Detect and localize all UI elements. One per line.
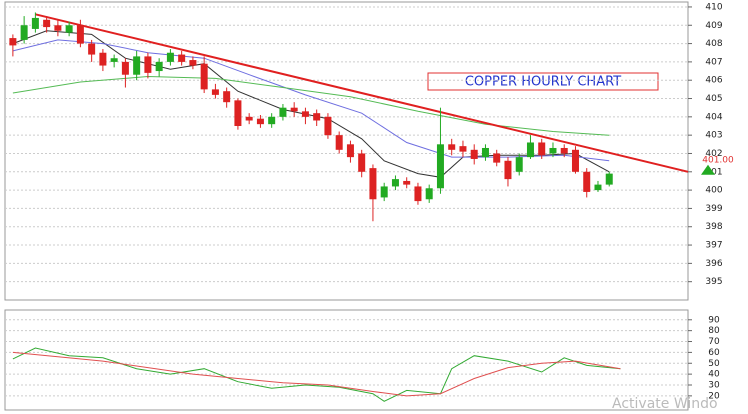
candle-body bbox=[324, 116, 332, 136]
candle-body bbox=[200, 63, 208, 90]
candle-body bbox=[436, 144, 444, 189]
y-tick-label: 403 bbox=[705, 131, 722, 141]
candle-body bbox=[538, 142, 546, 156]
candle-body bbox=[414, 186, 422, 202]
candle-body bbox=[594, 184, 602, 191]
y-tick-label: 30 bbox=[708, 381, 720, 391]
candle-body bbox=[144, 56, 152, 73]
candle-body bbox=[43, 19, 51, 28]
candle-body bbox=[369, 168, 377, 200]
candle-body bbox=[99, 52, 107, 66]
y-tick-label: 407 bbox=[705, 57, 722, 67]
candle-body bbox=[290, 107, 298, 112]
candle-body bbox=[391, 179, 399, 187]
candle-body bbox=[335, 135, 343, 150]
line bbox=[12, 39, 610, 162]
candle-body bbox=[279, 107, 287, 117]
watermark: Activate Windo bbox=[612, 396, 718, 412]
candle-body bbox=[549, 147, 557, 154]
y-tick-label: 395 bbox=[705, 277, 722, 287]
y-tick-label: 400 bbox=[705, 186, 722, 196]
y-tick-label: 80 bbox=[708, 326, 720, 336]
candle-body bbox=[583, 171, 591, 192]
candle-body bbox=[133, 56, 141, 75]
candle-body bbox=[223, 91, 231, 103]
line bbox=[35, 13, 689, 173]
annotation: COPPER HOURLY CHART bbox=[465, 75, 621, 90]
annotation-box bbox=[427, 72, 659, 91]
candle-body bbox=[526, 142, 534, 158]
candle-body bbox=[571, 149, 579, 172]
candle-body bbox=[189, 60, 197, 66]
candle-body bbox=[403, 180, 411, 185]
candle-body bbox=[380, 186, 388, 198]
candle-body bbox=[110, 58, 118, 62]
candle-body bbox=[178, 54, 186, 62]
y-tick-label: 70 bbox=[708, 337, 720, 347]
candle-body bbox=[470, 149, 478, 159]
price-panel bbox=[4, 1, 689, 301]
line bbox=[12, 30, 610, 178]
candle-body bbox=[313, 113, 321, 121]
y-tick-label: 404 bbox=[705, 112, 722, 122]
candle-body bbox=[20, 25, 28, 40]
y-tick-label: 406 bbox=[705, 76, 722, 86]
line bbox=[12, 351, 621, 397]
last-price-marker bbox=[701, 164, 715, 175]
y-tick-label: 398 bbox=[705, 222, 722, 232]
candle-body bbox=[425, 188, 433, 200]
y-tick-label: 409 bbox=[705, 21, 722, 31]
candle-body bbox=[301, 111, 309, 117]
candle-body bbox=[504, 160, 512, 180]
candle-body bbox=[31, 17, 39, 29]
last-price-label: 401.00 bbox=[702, 155, 734, 165]
candle-body bbox=[54, 25, 62, 31]
y-tick-label: 405 bbox=[705, 94, 722, 104]
y-tick-label: 402 bbox=[705, 149, 722, 159]
y-tick-label: 396 bbox=[705, 259, 722, 269]
candle-body bbox=[459, 146, 467, 152]
y-tick-label: 50 bbox=[708, 359, 720, 369]
y-tick-label: 20 bbox=[708, 391, 720, 401]
candle-body bbox=[448, 144, 456, 150]
y-tick-label: 397 bbox=[705, 241, 722, 251]
candle-body bbox=[155, 61, 163, 72]
candle-body bbox=[515, 157, 523, 172]
candle-body bbox=[166, 52, 174, 62]
candle-body bbox=[245, 116, 253, 121]
y-tick-label: 60 bbox=[708, 348, 720, 358]
y-tick-label: 408 bbox=[705, 39, 722, 49]
candle-body bbox=[88, 43, 96, 55]
candle-body bbox=[121, 61, 129, 75]
candle-body bbox=[211, 89, 219, 95]
candle-body bbox=[65, 25, 73, 33]
y-tick-label: 410 bbox=[705, 2, 722, 12]
candle-body bbox=[256, 118, 264, 125]
y-tick-label: 399 bbox=[705, 204, 722, 214]
candle-body bbox=[234, 100, 242, 126]
candle-body bbox=[76, 25, 84, 44]
candle-body bbox=[560, 147, 568, 154]
y-tick-label: 401 bbox=[705, 167, 722, 177]
y-tick-label: 40 bbox=[708, 370, 720, 380]
candle-body bbox=[268, 116, 276, 125]
candle-body bbox=[346, 144, 354, 158]
candle-body bbox=[493, 153, 501, 163]
indicator-panel bbox=[4, 309, 689, 411]
y-tick-label: 90 bbox=[708, 315, 720, 325]
candle-body bbox=[358, 153, 366, 172]
line bbox=[12, 75, 610, 136]
candle-body bbox=[9, 38, 17, 46]
candle-body bbox=[605, 173, 613, 185]
candle-body bbox=[481, 147, 489, 158]
